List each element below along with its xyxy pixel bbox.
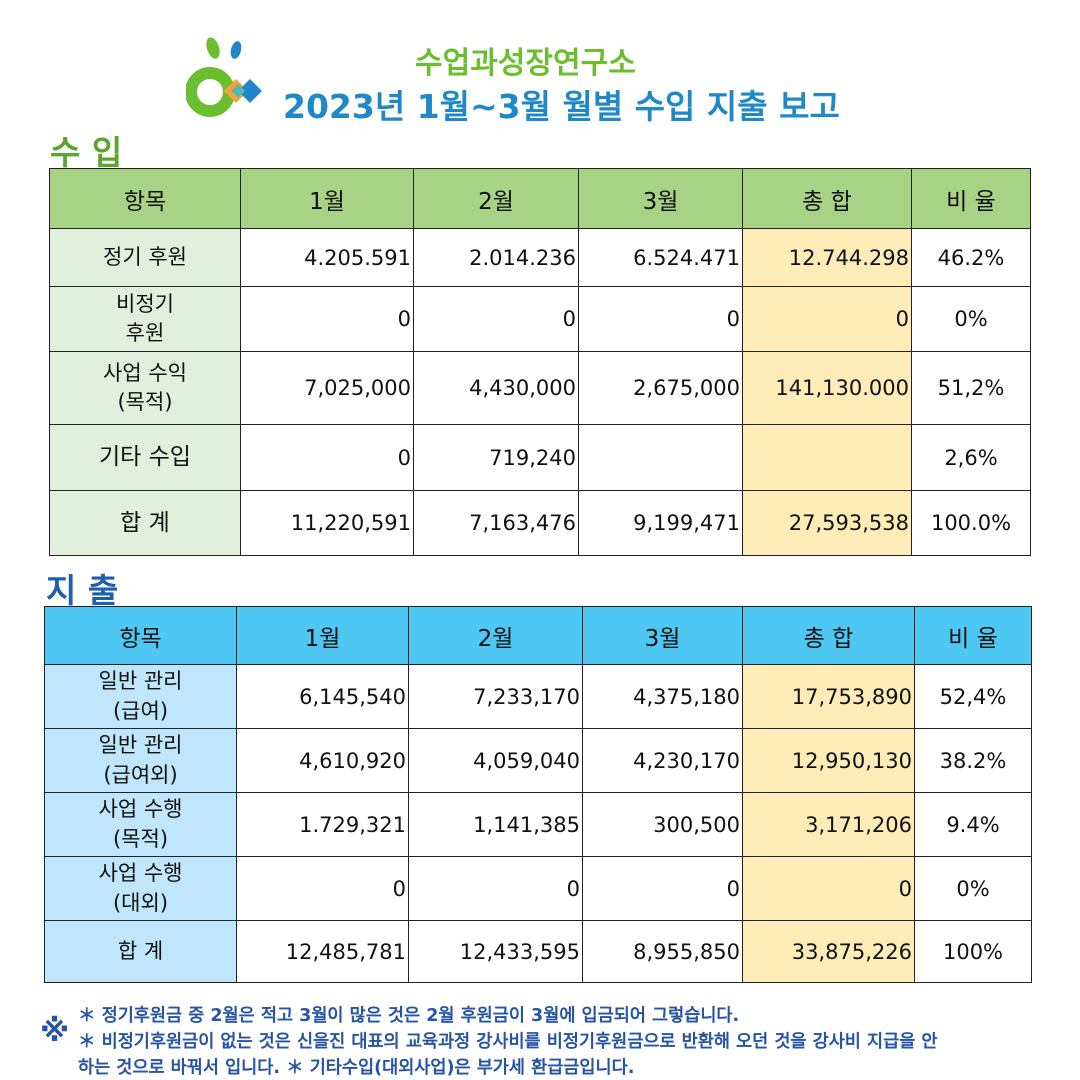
row-label: 기타 수입 (49, 424, 241, 491)
cell-jan: 4,610,920 (236, 728, 409, 793)
table-row: 정기 후원 4.205.591 2.014.236 6.524.471 12.744.2… (49, 228, 1031, 287)
cell-mar: 2,675,000 (578, 351, 743, 425)
cell-feb: 0 (413, 286, 579, 352)
cell-feb: 4,059,040 (408, 728, 583, 793)
cell-jan: 4.205.591 (240, 228, 414, 287)
cell-mar: 9,199,471 (578, 490, 743, 556)
column-header-ratio: 비 율 (911, 168, 1031, 229)
cell-feb: 7,163,476 (413, 490, 579, 556)
cell-feb: 4,430,000 (413, 351, 579, 425)
cell-total: 3,171,206 (742, 792, 915, 857)
cell-ratio: 100.0% (911, 490, 1031, 556)
cell-jan: 6,145,540 (236, 664, 409, 729)
column-header-item: 항목 (44, 606, 237, 665)
table-row: 사업 수익 (목적) 7,025,000 4,430,000 2,675,000 141… (49, 351, 1031, 425)
cell-mar: 8,955,850 (582, 920, 743, 983)
cell-total: 12.744.298 (742, 228, 912, 287)
cell-feb: 7,233,170 (408, 664, 583, 729)
row-label: 정기 후원 (49, 228, 241, 287)
cell-ratio: 2,6% (911, 424, 1031, 491)
cell-jan: 0 (240, 424, 414, 491)
row-label: 합 계 (44, 920, 237, 983)
cell-mar: 0 (578, 286, 743, 352)
table-row: 사업 수행 (대외) 0 0 0 0 0% (44, 856, 1032, 921)
row-label: 사업 수행 (대외) (44, 856, 237, 921)
column-header-ratio: 비 율 (914, 606, 1032, 665)
cell-total: 0 (742, 286, 912, 352)
cell-mar (578, 424, 743, 491)
cell-ratio: 0% (914, 856, 1032, 921)
income-header-row: 항목 1월 2월 3월 총 합 비 율 (49, 168, 1031, 229)
logo-icon (186, 37, 262, 117)
cell-feb: 0 (408, 856, 583, 921)
cell-ratio: 46.2% (911, 228, 1031, 287)
income-table: 항목 1월 2월 3월 총 합 비 율 정기 후원 4.205.591 2.014.… (49, 168, 1031, 556)
cell-total: 33,875,226 (742, 920, 915, 983)
cell-total: 0 (742, 856, 915, 921)
notes: ＊ 정기후원금 중 2월은 적고 3월이 많은 것은 2월 후원금이 3월에 입… (78, 1003, 1038, 1080)
expense-section-title: 지 출 (46, 571, 119, 610)
cell-mar: 6.524.471 (578, 228, 743, 287)
cell-feb: 1,141,385 (408, 792, 583, 857)
table-row: 사업 수행 (목적) 1.729,321 1,141,385 300,500 3,171… (44, 792, 1032, 857)
cell-ratio: 52,4% (914, 664, 1032, 729)
cell-ratio: 51,2% (911, 351, 1031, 425)
cell-feb: 719,240 (413, 424, 579, 491)
row-label: 합 계 (49, 490, 241, 556)
cell-jan: 1.729,321 (236, 792, 409, 857)
expense-table: 항목 1월 2월 3월 총 합 비 율 일반 관리 (급여) 6,145,540 7… (44, 606, 1032, 983)
report-title: 2023년 1월~3월 월별 수입 지출 보고 (283, 87, 840, 126)
table-row: 합 계 11,220,591 7,163,476 9,199,471 27,593,53… (49, 490, 1031, 556)
cell-total: 12,950,130 (742, 728, 915, 793)
row-label: 사업 수익 (목적) (49, 351, 241, 425)
table-row: 비정기 후원 0 0 0 0 0% (49, 286, 1031, 352)
table-row: 일반 관리 (급여외) 4,610,920 4,059,040 4,230,170 12… (44, 728, 1032, 793)
expense-header-row: 항목 1월 2월 3월 총 합 비 율 (44, 606, 1032, 665)
income-section-title: 수 입 (50, 133, 123, 172)
table-row: 합 계 12,485,781 12,433,595 8,955,850 33,875,2… (44, 920, 1032, 983)
cell-ratio: 9.4% (914, 792, 1032, 857)
cell-total (742, 424, 912, 491)
column-header-jan: 1월 (240, 168, 414, 229)
row-label: 일반 관리 (급여) (44, 664, 237, 729)
cell-feb: 12,433,595 (408, 920, 583, 983)
column-header-feb: 2월 (413, 168, 579, 229)
cell-mar: 4,375,180 (582, 664, 743, 729)
row-label: 일반 관리 (급여외) (44, 728, 237, 793)
cell-mar: 4,230,170 (582, 728, 743, 793)
reference-mark: ※ (40, 1014, 70, 1049)
cell-jan: 11,220,591 (240, 490, 414, 556)
column-header-jan: 1월 (236, 606, 409, 665)
column-header-total: 총 합 (742, 606, 915, 665)
cell-mar: 0 (582, 856, 743, 921)
cell-ratio: 38.2% (914, 728, 1032, 793)
note-line: ＊ 정기후원금 중 2월은 적고 3월이 많은 것은 2월 후원금이 3월에 입… (78, 1006, 740, 1026)
cell-total: 27,593,538 (742, 490, 912, 556)
cell-total: 141,130.000 (742, 351, 912, 425)
cell-jan: 0 (240, 286, 414, 352)
row-label: 비정기 후원 (49, 286, 241, 352)
cell-total: 17,753,890 (742, 664, 915, 729)
cell-feb: 2.014.236 (413, 228, 579, 287)
table-row: 기타 수입 0 719,240 2,6% (49, 424, 1031, 491)
cell-jan: 7,025,000 (240, 351, 414, 425)
cell-ratio: 0% (911, 286, 1031, 352)
note-line: 하는 것으로 바꿔서 입니다. ＊ 기타수입(대외사업)은 부가세 환급금입니다… (78, 1058, 635, 1078)
cell-ratio: 100% (914, 920, 1032, 983)
row-label: 사업 수행 (목적) (44, 792, 237, 857)
table-row: 일반 관리 (급여) 6,145,540 7,233,170 4,375,180 17,… (44, 664, 1032, 729)
column-header-mar: 3월 (582, 606, 743, 665)
note-line: ＊ 비정기후원금이 없는 것은 신을진 대표의 교육과정 강사비를 비정기후원금… (78, 1032, 938, 1052)
cell-mar: 300,500 (582, 792, 743, 857)
column-header-total: 총 합 (742, 168, 912, 229)
column-header-item: 항목 (49, 168, 241, 229)
column-header-mar: 3월 (578, 168, 743, 229)
cell-jan: 12,485,781 (236, 920, 409, 983)
column-header-feb: 2월 (408, 606, 583, 665)
cell-jan: 0 (236, 856, 409, 921)
